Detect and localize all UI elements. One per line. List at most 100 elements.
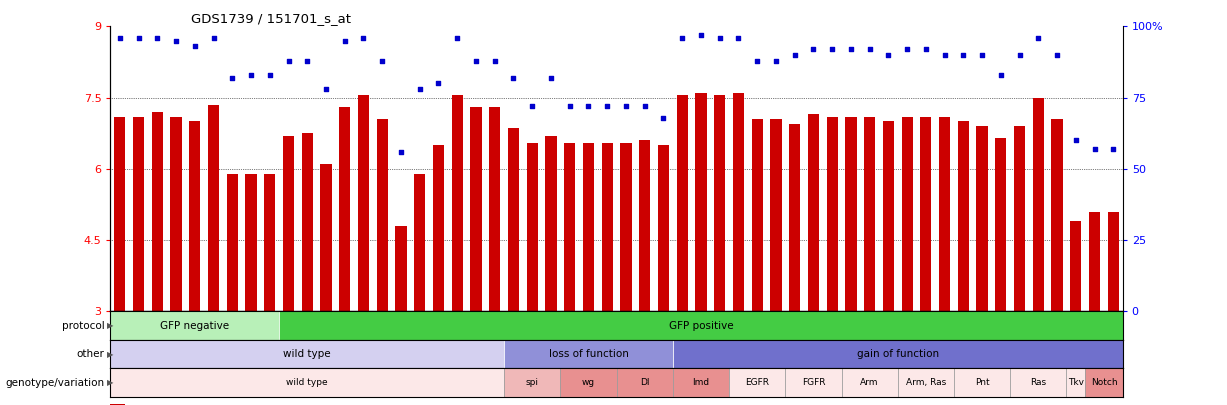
Point: [129, 34, 148, 41]
Bar: [526, 143, 537, 311]
Bar: [807, 114, 820, 311]
Bar: [152, 112, 163, 311]
Point: [897, 46, 917, 52]
Bar: [845, 117, 856, 311]
Point: [935, 51, 955, 58]
Bar: [264, 174, 275, 311]
Point: [953, 51, 973, 58]
Bar: [958, 122, 969, 311]
Bar: [302, 133, 313, 311]
Point: [1028, 34, 1048, 41]
Bar: [939, 117, 950, 311]
Bar: [508, 128, 519, 311]
Text: wild type: wild type: [283, 349, 331, 359]
Bar: [733, 93, 744, 311]
Point: [840, 46, 860, 52]
Text: Arm: Arm: [860, 378, 879, 387]
Text: gain of function: gain of function: [856, 349, 939, 359]
Point: [579, 103, 599, 109]
Bar: [1070, 221, 1081, 311]
FancyBboxPatch shape: [729, 369, 785, 397]
Text: protocol: protocol: [61, 321, 104, 330]
Bar: [920, 117, 931, 311]
Point: [147, 34, 167, 41]
Bar: [583, 143, 594, 311]
Point: [485, 57, 504, 64]
Point: [785, 51, 805, 58]
FancyBboxPatch shape: [672, 369, 729, 397]
Text: wg: wg: [582, 378, 595, 387]
Point: [691, 32, 710, 38]
Bar: [245, 174, 256, 311]
FancyBboxPatch shape: [955, 369, 1010, 397]
Point: [541, 75, 561, 81]
Text: loss of function: loss of function: [548, 349, 628, 359]
Text: Pnt: Pnt: [974, 378, 989, 387]
Point: [1103, 146, 1123, 152]
Bar: [470, 107, 481, 311]
FancyBboxPatch shape: [110, 340, 504, 369]
Point: [972, 51, 991, 58]
Point: [410, 86, 429, 92]
Bar: [227, 174, 238, 311]
Text: ▶: ▶: [107, 378, 113, 387]
Text: Arm, Ras: Arm, Ras: [906, 378, 946, 387]
Bar: [751, 119, 763, 311]
Point: [860, 46, 880, 52]
FancyBboxPatch shape: [280, 311, 1123, 340]
Point: [729, 34, 748, 41]
Point: [634, 103, 654, 109]
Point: [598, 103, 617, 109]
Point: [335, 37, 355, 44]
Text: Notch: Notch: [1091, 378, 1118, 387]
Point: [297, 57, 317, 64]
Point: [242, 72, 261, 78]
Point: [279, 57, 298, 64]
FancyBboxPatch shape: [504, 340, 672, 369]
Bar: [1014, 126, 1026, 311]
Text: ▶: ▶: [107, 321, 113, 330]
Point: [710, 34, 730, 41]
Bar: [696, 93, 707, 311]
Point: [654, 114, 674, 121]
Text: EGFR: EGFR: [745, 378, 769, 387]
Bar: [433, 145, 444, 311]
Point: [523, 103, 542, 109]
Point: [766, 57, 785, 64]
Point: [1066, 137, 1086, 144]
Bar: [864, 117, 875, 311]
Point: [166, 37, 185, 44]
Text: GDS1739 / 151701_s_at: GDS1739 / 151701_s_at: [191, 12, 351, 25]
Point: [672, 34, 692, 41]
Bar: [339, 107, 351, 311]
Text: spi: spi: [525, 378, 539, 387]
Bar: [545, 136, 557, 311]
FancyBboxPatch shape: [785, 369, 842, 397]
FancyBboxPatch shape: [672, 340, 1123, 369]
Point: [373, 57, 393, 64]
Bar: [658, 145, 669, 311]
Bar: [882, 122, 894, 311]
Text: other: other: [76, 349, 104, 359]
FancyBboxPatch shape: [1010, 369, 1066, 397]
FancyBboxPatch shape: [504, 369, 561, 397]
Bar: [413, 174, 426, 311]
Point: [260, 72, 280, 78]
Bar: [902, 117, 913, 311]
Text: lmd: lmd: [692, 378, 709, 387]
Bar: [676, 95, 688, 311]
Bar: [133, 117, 145, 311]
Bar: [789, 124, 800, 311]
Text: Ras: Ras: [1031, 378, 1047, 387]
Point: [204, 34, 223, 41]
Point: [353, 34, 373, 41]
Text: Tkv: Tkv: [1067, 378, 1083, 387]
Point: [1048, 51, 1067, 58]
FancyBboxPatch shape: [561, 369, 617, 397]
FancyBboxPatch shape: [1085, 369, 1123, 397]
Bar: [114, 117, 125, 311]
Bar: [1090, 211, 1101, 311]
Bar: [395, 226, 406, 311]
Bar: [621, 143, 632, 311]
Bar: [977, 126, 988, 311]
